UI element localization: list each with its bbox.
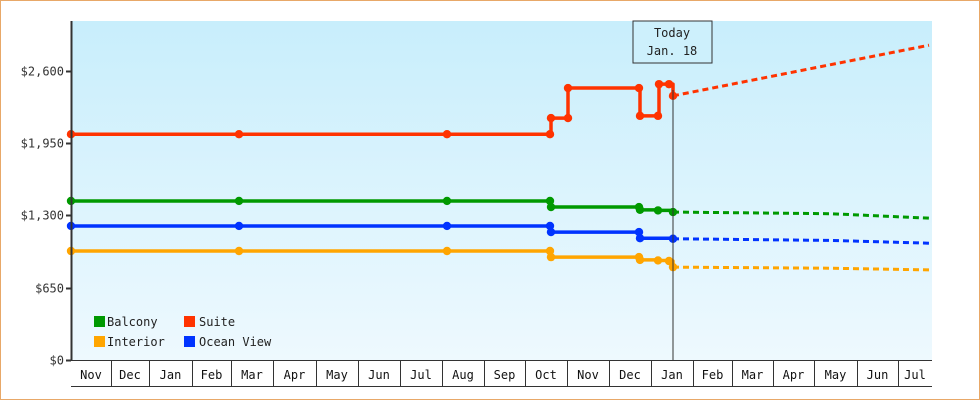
legend-label-interior: Interior xyxy=(107,335,165,349)
y-tick-label: $1,950 xyxy=(21,137,64,151)
data-point[interactable] xyxy=(546,227,556,237)
series-interior xyxy=(66,246,930,272)
data-point[interactable] xyxy=(563,113,573,123)
legend-swatch-ocean-view xyxy=(184,336,195,347)
legend-label-ocean-view: Ocean View xyxy=(199,335,272,349)
data-point[interactable] xyxy=(635,111,645,121)
data-point[interactable] xyxy=(546,252,556,262)
plot-area xyxy=(71,21,932,360)
data-point[interactable] xyxy=(654,79,664,89)
legend: Balcony Suite Interior Ocean View xyxy=(94,315,272,349)
data-point[interactable] xyxy=(442,246,452,256)
data-point[interactable] xyxy=(664,256,674,266)
data-point[interactable] xyxy=(664,79,674,89)
month-label: Jun xyxy=(368,368,390,382)
legend-swatch-interior xyxy=(94,336,105,347)
data-point[interactable] xyxy=(635,234,645,243)
month-label: Oct xyxy=(535,368,557,382)
month-label: Apr xyxy=(284,368,306,382)
month-label: Aug xyxy=(452,368,474,382)
month-label: May xyxy=(825,368,847,382)
data-point[interactable] xyxy=(234,246,244,256)
y-tick-label: $0 xyxy=(50,354,64,368)
data-point[interactable] xyxy=(442,196,452,206)
data-point[interactable] xyxy=(545,130,555,139)
legend-swatch-balcony xyxy=(94,316,105,327)
projection-line xyxy=(672,43,930,98)
data-point[interactable] xyxy=(653,256,663,265)
month-label: Jun xyxy=(867,368,889,382)
month-label: Jul xyxy=(904,368,926,382)
data-point[interactable] xyxy=(563,83,573,93)
y-tick-label: $2,600 xyxy=(21,65,64,79)
month-label: Jan xyxy=(160,368,182,382)
data-point[interactable] xyxy=(634,83,644,93)
today-label: Today xyxy=(654,26,690,40)
legend-swatch-suite xyxy=(184,316,195,327)
series-layer xyxy=(66,43,930,272)
series-ocean-view xyxy=(66,221,930,245)
data-point[interactable] xyxy=(234,221,244,231)
data-point[interactable] xyxy=(234,130,244,139)
month-label: Jul xyxy=(410,368,432,382)
data-point[interactable] xyxy=(234,196,244,206)
month-label: Feb xyxy=(201,368,223,382)
month-label: May xyxy=(326,368,348,382)
month-label: Apr xyxy=(783,368,805,382)
month-label: Mar xyxy=(241,368,263,382)
month-label: Nov xyxy=(577,368,599,382)
legend-label-balcony: Balcony xyxy=(107,315,158,329)
projection-line xyxy=(672,265,930,272)
month-label: Jan xyxy=(661,368,683,382)
month-label: Mar xyxy=(742,368,764,382)
data-point[interactable] xyxy=(442,130,452,139)
month-label: Nov xyxy=(80,368,102,382)
data-point[interactable] xyxy=(653,206,663,215)
month-label: Dec xyxy=(119,368,141,382)
data-point[interactable] xyxy=(635,255,645,265)
projection-line xyxy=(672,210,930,220)
data-point[interactable] xyxy=(635,205,645,215)
month-label: Sep xyxy=(494,368,516,382)
y-tick-label: $1,300 xyxy=(21,209,64,223)
series-suite xyxy=(66,43,930,139)
today-date: Jan. 18 xyxy=(647,44,698,58)
data-point[interactable] xyxy=(653,111,663,121)
data-point[interactable] xyxy=(546,113,556,123)
y-axis-ticks: $0 $650 $1,300 $1,950 $2,600 xyxy=(21,65,71,368)
month-label: Dec xyxy=(619,368,641,382)
y-tick-label: $650 xyxy=(35,282,64,296)
x-axis-months: Nov Dec Jan Feb Mar Apr May Jun Jul Aug Sep Oct Nov D… xyxy=(71,361,932,387)
legend-label-suite: Suite xyxy=(199,315,235,329)
today-callout: Today Jan. 18 xyxy=(632,20,713,64)
data-point[interactable] xyxy=(546,202,556,212)
projection-line xyxy=(672,237,930,245)
data-point[interactable] xyxy=(442,221,452,231)
month-label: Feb xyxy=(702,368,724,382)
